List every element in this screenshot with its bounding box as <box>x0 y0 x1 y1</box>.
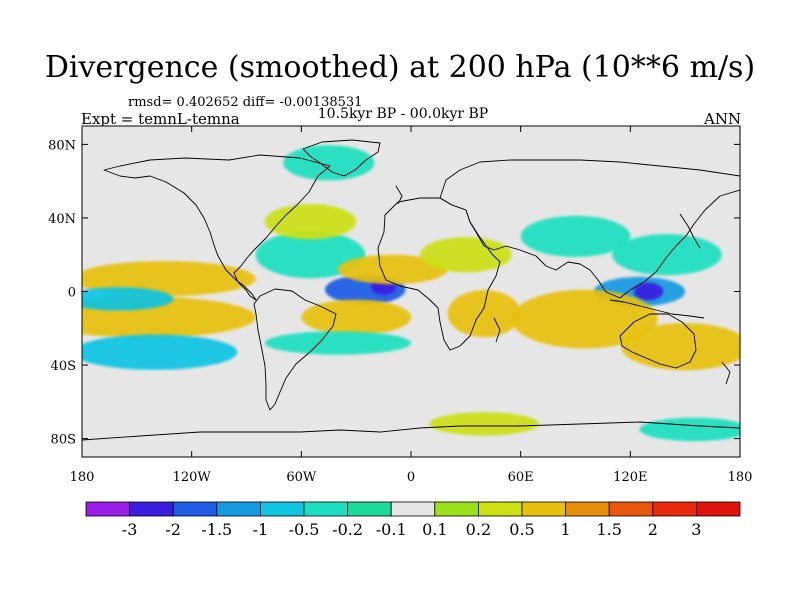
colorbar-label: 1.5 <box>596 520 621 539</box>
field-feature-18 <box>612 234 722 276</box>
coastline-south-america <box>253 288 337 411</box>
lat-tick-label: 0 <box>68 286 76 301</box>
colorbar-swatch <box>303 501 348 517</box>
coastline-antarctica <box>82 421 740 441</box>
field-feature-6 <box>255 231 366 279</box>
field-feature-3 <box>82 334 238 370</box>
field-feature-17 <box>621 323 740 371</box>
coastline-indonesia <box>609 299 705 319</box>
colorbar-swatch <box>477 501 523 517</box>
colorbar-labels: -3 -2 -1.5 -1 -0.5 -0.2 -0.1 0.1 0.2 0.5 1 1.5 2 3 <box>122 520 702 539</box>
colorbar-label: 0.5 <box>509 520 534 539</box>
colorbar-label: -3 <box>122 520 138 539</box>
field-feature-20 <box>283 145 375 181</box>
experiment-label: Expt = temnL-temna <box>81 110 240 128</box>
colorbar-label: 1 <box>561 520 571 539</box>
lon-tick-label: 0 <box>407 470 415 485</box>
field-feature-16 <box>511 289 658 349</box>
colorbar-swatch <box>216 501 261 517</box>
colorbar-label: -0.5 <box>289 520 320 539</box>
lat-tick-label: 40S <box>51 359 76 374</box>
colorbar-label: -0.2 <box>332 520 363 539</box>
coastlines <box>82 139 740 441</box>
plot-title: Divergence (smoothed) at 200 hPa (10**6 … <box>44 50 756 85</box>
colorbar-swatch <box>129 501 174 517</box>
lat-tick-label: 80S <box>51 433 76 448</box>
coastline-greenland <box>302 139 381 177</box>
lon-tick-label: 60W <box>286 470 317 485</box>
colorbar-swatch <box>565 501 610 517</box>
rmsd-diff-stats: rmsd= 0.402652 diff= -0.00138531 <box>128 95 363 110</box>
colorbar-label: 3 <box>691 520 701 539</box>
colorbar-swatch <box>172 501 218 517</box>
colorbar-label: 0.1 <box>422 520 447 539</box>
field-feature-15 <box>633 282 664 301</box>
coastline-uk <box>395 185 403 205</box>
field-feature-7 <box>264 203 357 240</box>
lon-tick-label: 180 <box>728 470 753 485</box>
colorbar-swatch <box>259 501 305 517</box>
colorbar-label: -1 <box>253 520 269 539</box>
field-feature-19 <box>639 417 740 442</box>
colorbar-swatch <box>85 501 130 517</box>
lon-tick-label: 180 <box>70 470 95 485</box>
field-feature-12 <box>420 237 512 273</box>
field-feature-8 <box>337 254 448 285</box>
season-label: ANN <box>704 110 742 128</box>
lat-tick-label: 40N <box>48 212 76 227</box>
colorbar-swatch <box>652 501 697 517</box>
lat-tick-label: 80N <box>48 138 76 153</box>
colorbar-swatch <box>521 501 566 517</box>
coastline-new-zealand <box>721 361 731 385</box>
lon-tick-label: 120E <box>613 470 647 485</box>
axis-tick-labels: 180 120W 60W 0 60E 120E 180 80N 40N 0 40S 80S <box>48 138 752 485</box>
axis-ticks <box>81 126 741 457</box>
time-period-label: 10.5kyr BP - 00.0kyr BP <box>317 106 489 122</box>
coastline-north-america <box>103 154 331 301</box>
coastline-japan <box>679 213 701 249</box>
colorbar-label: 2 <box>648 520 658 539</box>
colorbar-label: -1.5 <box>201 520 232 539</box>
colorbar-swatch <box>347 501 392 517</box>
coastline-australia <box>619 313 697 369</box>
field-feature-11 <box>447 290 521 338</box>
field-feature-10 <box>264 331 411 355</box>
field-feature-2 <box>82 287 174 311</box>
colorbar-swatch <box>696 501 741 517</box>
colorbar-swatch <box>608 501 654 517</box>
colorbar-swatch <box>434 501 479 517</box>
field-feature-9 <box>301 299 411 335</box>
colorbar-label: -0.1 <box>376 520 407 539</box>
field-feature-21 <box>429 412 539 436</box>
lon-tick-label: 60E <box>508 470 534 485</box>
colorbar-label: -2 <box>165 520 181 539</box>
field-feature-13 <box>520 215 631 257</box>
colorbar <box>85 501 741 517</box>
lon-tick-label: 120W <box>173 470 212 485</box>
coastline-asia <box>439 159 740 299</box>
colorbar-label: 0.2 <box>466 520 491 539</box>
coastline-madagascar <box>493 317 501 343</box>
colorbar-swatch <box>390 501 436 517</box>
